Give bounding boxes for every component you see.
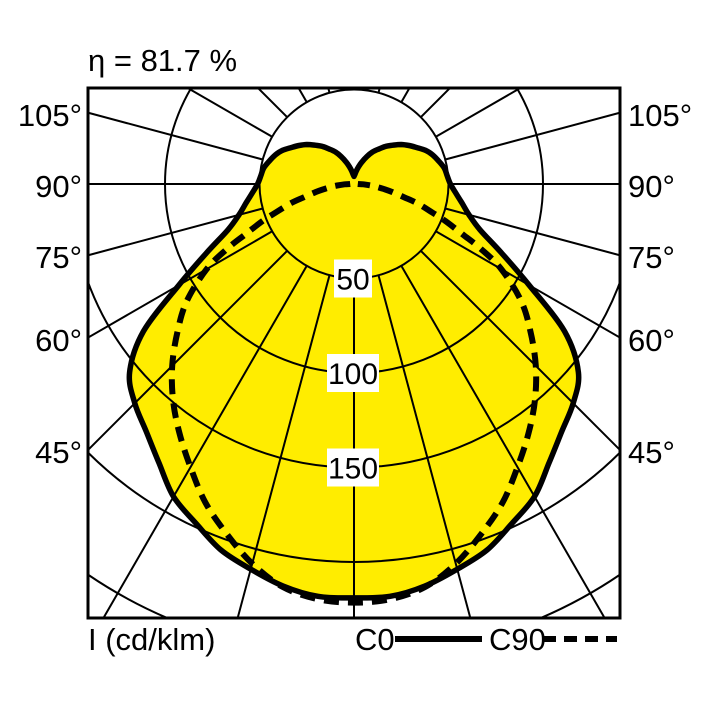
grid-ray-left-15	[236, 275, 331, 618]
grid-ray-right-105	[445, 111, 620, 161]
angle-label-right-105: 105°	[628, 98, 692, 133]
angle-label-left-75: 75°	[35, 240, 82, 275]
angle-labels: 105° 105° 90° 90° 75° 75° 60° 60° 45° 45°	[18, 98, 692, 470]
angle-label-right-90: 90°	[628, 169, 675, 204]
intensity-curves	[126, 141, 582, 606]
ring-label-150: 150	[328, 453, 378, 486]
legend: C0 C90	[355, 622, 617, 657]
angle-label-left-105: 105°	[18, 98, 82, 133]
angle-label-right-60: 60°	[628, 323, 675, 358]
ring-label-100: 100	[328, 358, 378, 391]
ring-label-50: 50	[336, 264, 369, 297]
grid-ray-right-30	[400, 265, 606, 618]
angle-label-right-75: 75°	[628, 240, 675, 275]
efficiency-title: η = 81.7 %	[88, 43, 237, 78]
angle-label-left-90: 90°	[35, 169, 82, 204]
legend-c0-label: C0	[355, 622, 395, 657]
grid-ray-right-15	[377, 275, 472, 618]
angle-label-left-60: 60°	[35, 323, 82, 358]
angle-label-right-45: 45°	[628, 435, 675, 470]
grid-ray-left-45	[88, 250, 288, 452]
ring-value-labels: 50 100 150	[327, 259, 379, 487]
grid-ray-left-60	[88, 230, 273, 339]
grid-ray-left-105	[88, 111, 263, 161]
grid-ray-right-45	[420, 250, 620, 452]
c90-curve-dashed	[168, 181, 540, 606]
ring-label-box-150	[327, 448, 379, 487]
legend-c90-label: C90	[489, 622, 546, 657]
ring-label-box-100	[327, 354, 379, 392]
grid-ray-right-165	[377, 88, 381, 93]
c0-curve-solid	[126, 141, 582, 601]
plot-border	[86, 86, 622, 620]
grid-ray-right-60	[435, 230, 620, 339]
axis-unit-label: I (cd/klm)	[88, 622, 215, 657]
grid-ray-left-30	[102, 265, 308, 618]
angle-label-left-45: 45°	[35, 435, 82, 470]
grid-ray-right-75	[445, 207, 620, 257]
ring-label-box-50	[334, 259, 372, 298]
grid-ray-left-75	[88, 207, 263, 257]
